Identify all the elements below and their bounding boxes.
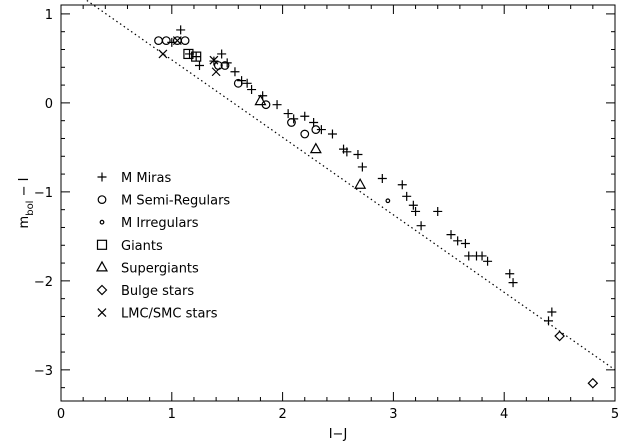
x-tick-label: 1 xyxy=(168,407,176,422)
legend-marker xyxy=(97,172,107,182)
legend-marker xyxy=(97,195,107,205)
legend-marker xyxy=(96,284,108,296)
data-point xyxy=(254,94,267,106)
data-point xyxy=(464,251,474,261)
data-point xyxy=(211,67,221,77)
fit-line xyxy=(85,0,616,371)
data-point xyxy=(230,67,240,77)
legend: M Miras M Semi-Regulars M Irregulars Giants… xyxy=(95,171,230,322)
legend-marker xyxy=(97,308,107,318)
data-point xyxy=(233,78,243,88)
data-point xyxy=(247,85,257,95)
data-point xyxy=(172,36,182,46)
x-tick-label: 4 xyxy=(500,407,508,422)
legend-label: M Miras xyxy=(121,171,171,186)
data-point xyxy=(183,48,194,60)
y-axis-title-sub: bol xyxy=(25,201,36,216)
x-axis-title: I−J xyxy=(329,427,348,442)
legend-marker xyxy=(96,239,108,250)
y-axis-title: mbol − I xyxy=(17,178,36,229)
data-point xyxy=(460,238,470,248)
data-point xyxy=(446,230,456,240)
data-point xyxy=(209,55,219,65)
series-1 xyxy=(154,36,321,139)
legend-marker xyxy=(99,219,105,225)
data-point xyxy=(411,206,421,216)
data-point xyxy=(217,49,227,59)
data-point xyxy=(508,278,518,288)
data-point xyxy=(272,100,282,110)
data-point xyxy=(353,150,363,160)
y-axis-title-tail: − I xyxy=(17,178,32,201)
data-point xyxy=(327,129,337,139)
data-point xyxy=(342,147,352,157)
data-point xyxy=(191,51,202,62)
data-point xyxy=(453,236,463,246)
data-point xyxy=(397,180,407,190)
legend-label: Supergiants xyxy=(121,261,199,276)
y-tick-label: 0 xyxy=(45,97,53,112)
data-point xyxy=(402,191,412,201)
data-point xyxy=(354,178,367,189)
y-tick-label: −1 xyxy=(34,186,53,201)
data-point xyxy=(220,61,230,70)
series-5 xyxy=(554,330,599,389)
data-point xyxy=(300,111,310,121)
data-point xyxy=(161,36,171,45)
data-point xyxy=(357,162,367,172)
data-point xyxy=(195,61,204,71)
data-point xyxy=(587,377,599,389)
axis-ticks: 0 1 2 3 4 5 1 0 −1 −2 −3 xyxy=(34,5,619,422)
series-3 xyxy=(183,48,202,62)
legend-label: M Semi-Regulars xyxy=(121,194,230,209)
data-point xyxy=(544,316,554,326)
data-point xyxy=(287,118,296,127)
data-point xyxy=(309,142,322,154)
y-tick-label: −2 xyxy=(34,275,53,290)
data-point xyxy=(316,125,326,135)
legend-marker xyxy=(95,260,109,272)
y-axis-title-main: m xyxy=(17,216,32,229)
data-point xyxy=(433,206,443,216)
data-point xyxy=(242,78,252,88)
x-tick-label: 0 xyxy=(57,407,65,422)
data-point xyxy=(158,49,168,59)
data-point xyxy=(385,198,391,204)
data-point xyxy=(408,200,418,210)
series-2 xyxy=(385,198,391,204)
y-tick-label: 1 xyxy=(45,8,53,23)
data-point xyxy=(176,25,186,35)
series-6 xyxy=(158,36,221,77)
series-0 xyxy=(167,25,557,326)
legend-label: Giants xyxy=(121,239,163,254)
data-point xyxy=(483,256,493,266)
data-point xyxy=(180,36,190,45)
data-point xyxy=(300,129,310,139)
plot-frame xyxy=(60,4,616,402)
x-tick-label: 5 xyxy=(611,407,619,422)
data-point xyxy=(505,269,515,279)
data-point xyxy=(154,36,163,45)
series-4 xyxy=(254,94,367,189)
x-tick-label: 3 xyxy=(389,407,397,422)
data-marks xyxy=(154,25,599,389)
data-point xyxy=(309,117,319,127)
data-point xyxy=(477,251,487,261)
data-point xyxy=(377,174,387,184)
x-tick-label: 2 xyxy=(278,407,286,422)
legend-label: Bulge stars xyxy=(121,284,194,299)
data-point xyxy=(311,125,321,134)
data-point xyxy=(554,330,565,342)
legend-label: M Irregulars xyxy=(121,216,199,231)
data-point xyxy=(283,109,293,119)
y-tick-label: −3 xyxy=(34,364,53,379)
legend-label: LMC/SMC stars xyxy=(121,307,218,322)
data-point xyxy=(416,221,426,231)
data-point xyxy=(547,307,557,317)
data-point xyxy=(209,56,219,66)
